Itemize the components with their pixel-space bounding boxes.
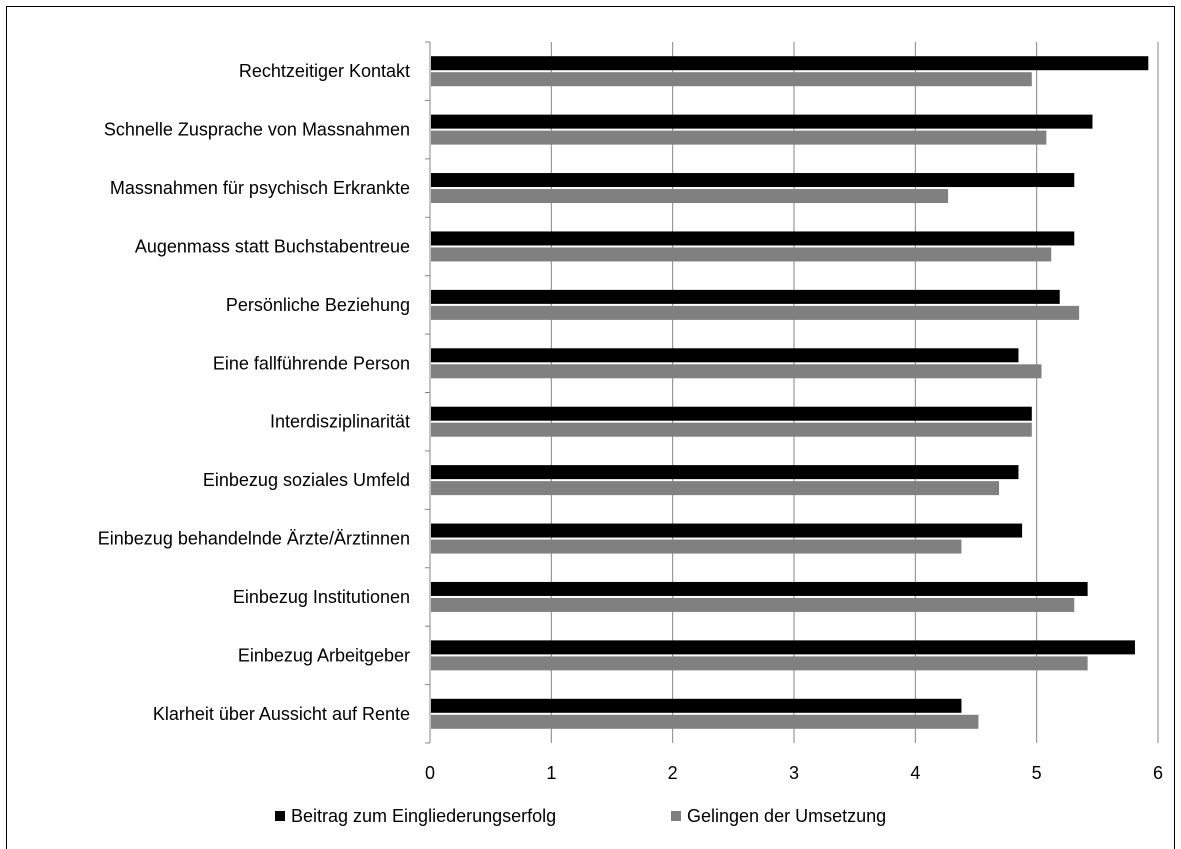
- category-label: Rechtzeitiger Kontakt: [239, 61, 410, 81]
- bar-series-1: [431, 289, 1060, 304]
- y-axis: [425, 41, 431, 744]
- category-label: Interdisziplinarität: [270, 412, 410, 432]
- category-label: Persönliche Beziehung: [226, 295, 410, 315]
- bar-series-2: [431, 714, 979, 729]
- bar-series-2: [431, 656, 1088, 671]
- bar-series-2: [431, 72, 1032, 87]
- x-tick-label: 1: [546, 763, 556, 783]
- bar-series-1: [431, 581, 1088, 596]
- bar-series-1: [431, 698, 962, 713]
- bar-series-2: [431, 247, 1052, 262]
- x-tick-labels: 0 1 2 3 4 5 6: [425, 763, 1163, 783]
- bar-series-2: [431, 481, 1000, 496]
- category-label: Schnelle Zusprache von Massnahmen: [104, 120, 410, 140]
- bar-series-2: [431, 597, 1075, 612]
- bar-series-2: [431, 305, 1080, 320]
- x-tick-label: 3: [789, 763, 799, 783]
- x-tick-label: 4: [910, 763, 920, 783]
- x-tick-label: 2: [668, 763, 678, 783]
- bar-series-1: [431, 640, 1135, 655]
- category-label: Einbezug Arbeitgeber: [238, 645, 410, 665]
- bar-series-2: [431, 364, 1042, 379]
- bar-series-1: [431, 231, 1075, 246]
- bar-series-2: [431, 422, 1032, 437]
- category-labels: Rechtzeitiger Kontakt Schnelle Zusprache …: [98, 61, 410, 724]
- bar-series-1: [431, 348, 1019, 363]
- bar-series-1: [431, 406, 1032, 421]
- x-tick-label: 6: [1153, 763, 1163, 783]
- bars: [431, 56, 1149, 729]
- legend: Beitrag zum Eingliederungserfolg Gelingen…: [275, 806, 886, 826]
- bar-series-1: [431, 114, 1093, 129]
- category-label: Einbezug behandelnde Ärzte/Ärztinnen: [98, 529, 410, 549]
- legend-swatch-series-1: [275, 811, 285, 821]
- category-label: Klarheit über Aussicht auf Rente: [153, 704, 410, 724]
- category-label: Eine fallführende Person: [213, 353, 410, 373]
- legend-label-series-1: Beitrag zum Eingliederungserfolg: [291, 806, 556, 826]
- bar-series-1: [431, 465, 1019, 480]
- x-tick-label: 0: [425, 763, 435, 783]
- bar-series-2: [431, 189, 949, 204]
- bar-series-2: [431, 539, 962, 554]
- gridlines: [550, 42, 1159, 743]
- category-label: Einbezug Institutionen: [233, 587, 410, 607]
- category-label: Massnahmen für psychisch Erkrankte: [110, 178, 410, 198]
- legend-swatch-series-2: [671, 811, 681, 821]
- x-tick-label: 5: [1032, 763, 1042, 783]
- category-label: Augenmass statt Buchstabentreue: [135, 236, 410, 256]
- legend-label-series-2: Gelingen der Umsetzung: [687, 806, 886, 826]
- category-label: Einbezug soziales Umfeld: [203, 470, 410, 490]
- bar-series-1: [431, 173, 1075, 188]
- bar-series-1: [431, 56, 1149, 71]
- bar-series-1: [431, 523, 1023, 538]
- bar-series-2: [431, 130, 1047, 145]
